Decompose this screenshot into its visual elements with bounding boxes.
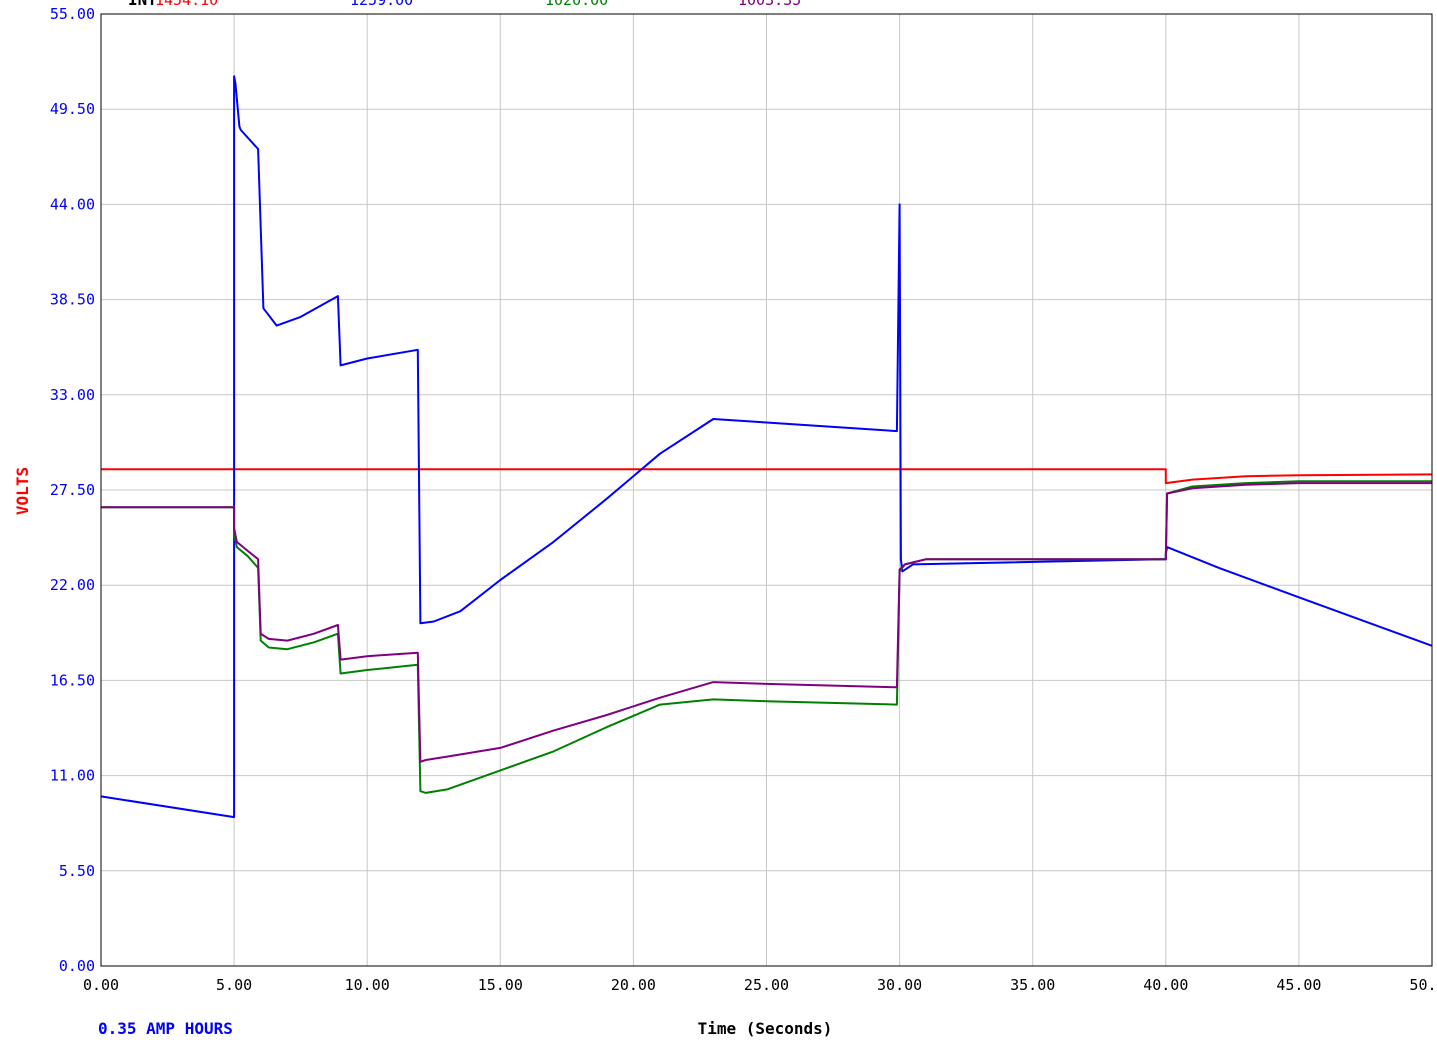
header-value-red: 1454.10	[155, 0, 218, 9]
y-tick-label: 0.00	[59, 957, 95, 975]
header-int-label: INT	[128, 0, 157, 9]
x-tick-labels: 0.00 5.00 10.00 15.00 20.00 25.00 30.00 35.00 40…	[83, 976, 1437, 994]
x-tick-label: 30.00	[877, 976, 922, 994]
x-tick-label: 5.00	[216, 976, 252, 994]
header-value-green: 1020.00	[545, 0, 608, 9]
series-line-3	[101, 482, 1432, 763]
y-tick-label: 38.50	[50, 291, 95, 309]
x-tick-label: 25.00	[744, 976, 789, 994]
y-tick-label: 11.00	[50, 767, 95, 785]
x-axis-label: Time (Seconds)	[698, 1019, 833, 1038]
y-tick-labels: 0.00 5.50 11.00 16.50 22.00 27.50 33.00 38.50 44…	[50, 5, 95, 975]
y-tick-label: 33.00	[50, 386, 95, 404]
header-value-purple: 1003.35	[738, 0, 801, 9]
header-value-blue: 1259.00	[350, 0, 413, 9]
series-line-0	[101, 468, 1433, 485]
y-tick-label: 55.00	[50, 5, 95, 23]
x-tick-label: 45.00	[1276, 976, 1321, 994]
x-tick-label: 50.00	[1409, 976, 1437, 994]
y-tick-label: 22.00	[50, 576, 95, 594]
y-tick-label: 44.00	[50, 195, 95, 213]
x-tick-label: 40.00	[1143, 976, 1188, 994]
y-tick-label: 16.50	[50, 671, 95, 689]
y-tick-label: 27.50	[50, 481, 95, 499]
x-tick-label: 20.00	[611, 976, 656, 994]
y-axis-label: VOLTS	[13, 467, 32, 515]
y-tick-label: 5.50	[59, 862, 95, 880]
x-tick-label: 35.00	[1010, 976, 1055, 994]
header-legend: INT 1454.10 1259.00 1020.00 1003.35	[128, 0, 801, 9]
series-lines	[100, 75, 1433, 819]
x-tick-label: 10.00	[345, 976, 390, 994]
x-tick-label: 0.00	[83, 976, 119, 994]
plot-frame	[100, 13, 1433, 967]
x-tick-label: 15.00	[478, 976, 523, 994]
y-tick-label: 49.50	[50, 100, 95, 118]
amp-hours-label: 0.35 AMP HOURS	[98, 1019, 233, 1038]
series-line-1	[100, 75, 1433, 819]
